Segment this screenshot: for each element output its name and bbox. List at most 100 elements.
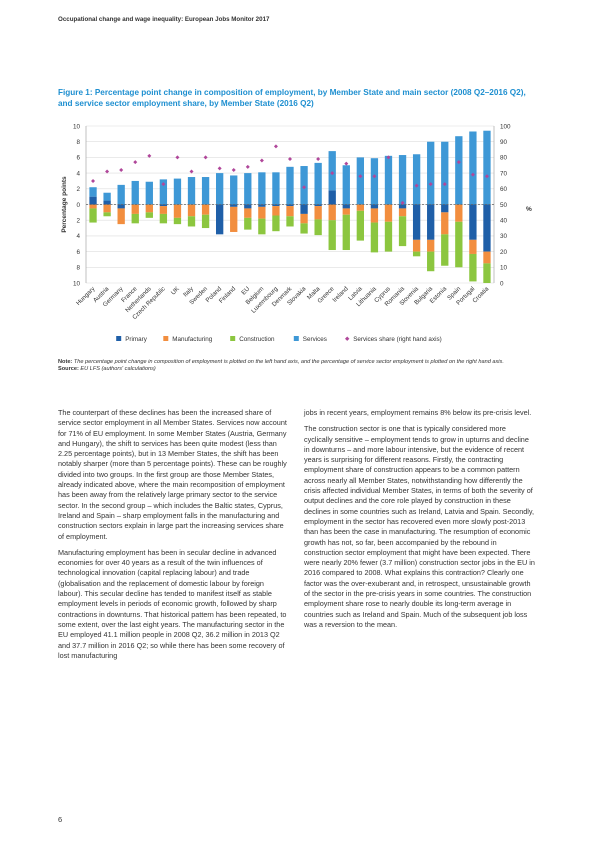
bar-construction [370, 222, 379, 253]
note-text: The percentage point change in compositi… [73, 359, 504, 365]
bar-construction [455, 221, 463, 268]
bar-services [117, 184, 125, 205]
right-tick-label: 30 [500, 233, 508, 240]
left-tick-label: 6 [76, 249, 80, 256]
bar-primary [342, 204, 350, 209]
services-share-marker [245, 164, 250, 169]
bar-manufacturing [244, 208, 252, 218]
body-column-left: The counterpart of these declines has be… [58, 408, 290, 667]
legend-swatch [293, 336, 299, 341]
bar-construction [201, 214, 210, 229]
bar-construction [384, 221, 393, 252]
left-axis-label: Percentage points [61, 176, 68, 233]
bar-manufacturing [427, 239, 435, 252]
bar-manufacturing [328, 204, 336, 221]
services-share-marker [330, 171, 335, 176]
services-share-marker [428, 182, 433, 187]
bar-manufacturing [342, 208, 350, 215]
bar-services [272, 172, 280, 205]
left-tick-label: 10 [73, 123, 81, 130]
bar-services [483, 130, 491, 205]
left-tick-label: 2 [76, 218, 80, 225]
bar-primary [230, 204, 238, 207]
bar-manufacturing [230, 206, 238, 232]
services-share-marker [119, 167, 124, 172]
category-label: EU [240, 285, 251, 296]
bar-manufacturing [286, 206, 294, 217]
bar-primary [469, 204, 477, 240]
body-paragraph: The counterpart of these declines has be… [58, 408, 287, 541]
services-share-marker [175, 155, 180, 160]
bar-construction [483, 263, 491, 283]
left-tick-label: 10 [73, 280, 81, 287]
bar-manufacturing [117, 208, 125, 225]
services-share-marker [302, 185, 307, 190]
left-tick-label: 4 [76, 170, 80, 177]
services-share-marker [217, 166, 222, 171]
bar-primary [412, 204, 421, 240]
right-tick-label: 80 [500, 155, 508, 162]
bar-services [244, 173, 252, 205]
bar-manufacturing [201, 204, 210, 215]
bar-manufacturing [173, 204, 182, 218]
chart: 10864202468101009080706050403020100Perce… [61, 123, 532, 343]
bar-construction [328, 220, 336, 251]
legend-label: Manufacturing [172, 336, 212, 343]
bar-primary [258, 204, 266, 207]
bar-construction [159, 213, 168, 224]
bar-primary [314, 204, 322, 207]
figure-title: Figure 1: Percentage point change in com… [58, 88, 526, 108]
bar-manufacturing [455, 204, 463, 222]
right-tick-label: 20 [500, 249, 508, 256]
body-paragraph: jobs in recent years, employment remains… [304, 408, 532, 417]
bar-construction [469, 253, 477, 282]
right-tick-label: 70 [500, 170, 508, 177]
bar-services [356, 157, 365, 205]
bar-services [370, 158, 379, 205]
bar-services [469, 131, 477, 205]
services-share-marker [203, 155, 208, 160]
bar-services [412, 154, 421, 205]
bar-primary [272, 204, 280, 207]
bar-manufacturing [187, 204, 196, 217]
bar-construction [412, 251, 421, 257]
services-share-marker [91, 178, 96, 183]
page-number: 6 [58, 815, 63, 824]
right-tick-label: 50 [500, 202, 508, 209]
note-label: Note: [58, 359, 73, 365]
bar-manufacturing [159, 206, 168, 214]
bar-manufacturing [370, 208, 379, 223]
bar-construction [398, 216, 407, 247]
bar-services [145, 181, 153, 205]
source-label: Source: [58, 366, 79, 373]
bar-primary [117, 204, 125, 209]
bar-services [342, 165, 350, 205]
bar-primary [244, 204, 252, 209]
bar-construction [427, 251, 435, 272]
services-share-marker [147, 153, 152, 158]
services-share-marker [273, 144, 278, 149]
bar-services [286, 166, 294, 205]
bar-manufacturing [441, 212, 449, 235]
bar-manufacturing [384, 204, 393, 222]
bar-manufacturing [483, 251, 491, 264]
bar-construction [131, 213, 139, 224]
services-share-marker [133, 160, 138, 165]
bar-services [103, 192, 111, 201]
left-tick-label: 6 [76, 155, 80, 162]
services-share-marker [231, 167, 236, 172]
right-axis-label: % [526, 206, 532, 213]
bar-services [89, 187, 97, 197]
services-share-marker [470, 172, 475, 177]
services-share-marker [372, 174, 377, 179]
legend-label: Primary [125, 336, 148, 343]
right-tick-label: 40 [500, 218, 508, 225]
left-tick-label: 8 [76, 139, 80, 146]
bar-construction [244, 217, 252, 230]
running-head: Occupational change and wage inequality:… [58, 16, 270, 23]
category-label: Croatia [471, 285, 490, 304]
bar-primary [159, 204, 168, 207]
services-share-marker [161, 182, 166, 187]
bar-manufacturing [469, 239, 477, 254]
legend-swatch [345, 336, 350, 341]
